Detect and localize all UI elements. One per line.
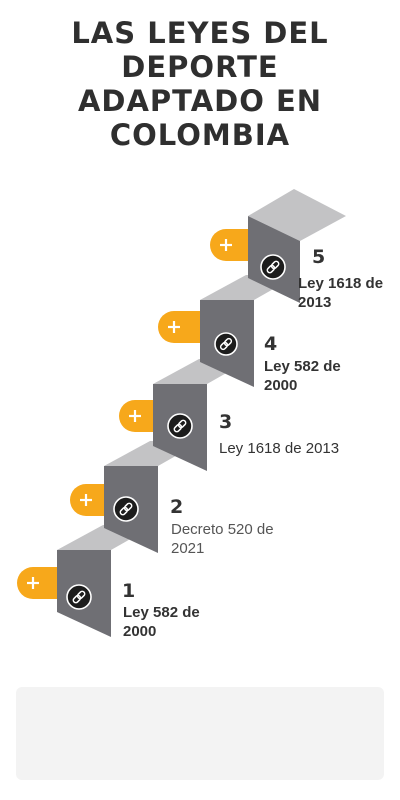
plus-icon bbox=[129, 410, 141, 422]
plus-badge-1 bbox=[17, 567, 57, 599]
step-number-3: 3 bbox=[219, 411, 233, 433]
step-label-4: Ley 582 de 2000 bbox=[264, 358, 341, 394]
plus-badge-3 bbox=[119, 400, 153, 432]
footer-placeholder-box bbox=[16, 687, 384, 780]
step-label-2: Decreto 520 de 2021 bbox=[171, 521, 274, 557]
plus-icon bbox=[220, 239, 232, 251]
link-icon-2 bbox=[113, 496, 139, 522]
step-label-3: Ley 1618 de 2013 bbox=[219, 440, 340, 457]
link-icon-5 bbox=[260, 254, 286, 280]
plus-badge-5 bbox=[210, 229, 248, 261]
plus-icon bbox=[168, 321, 180, 333]
step-number-1: 1 bbox=[122, 580, 136, 602]
link-icon-3 bbox=[167, 413, 193, 439]
link-icon-4 bbox=[214, 332, 238, 356]
link-icon-1 bbox=[66, 584, 92, 610]
step-number-2: 2 bbox=[170, 496, 184, 518]
plus-badge-2 bbox=[70, 484, 104, 516]
plus-badge-4 bbox=[158, 311, 200, 343]
step-number-5: 5 bbox=[312, 246, 326, 268]
step-label-5: Ley 1618 de 2013 bbox=[298, 275, 384, 311]
plus-icon bbox=[27, 577, 39, 589]
stair-tread-5 bbox=[248, 189, 346, 241]
step-number-4: 4 bbox=[264, 333, 278, 355]
step-label-1: Ley 582 de 2000 bbox=[123, 604, 200, 640]
page-title: LAS LEYES DEL DEPORTE ADAPTADO EN COLOMB… bbox=[71, 16, 329, 152]
plus-icon bbox=[80, 494, 92, 506]
